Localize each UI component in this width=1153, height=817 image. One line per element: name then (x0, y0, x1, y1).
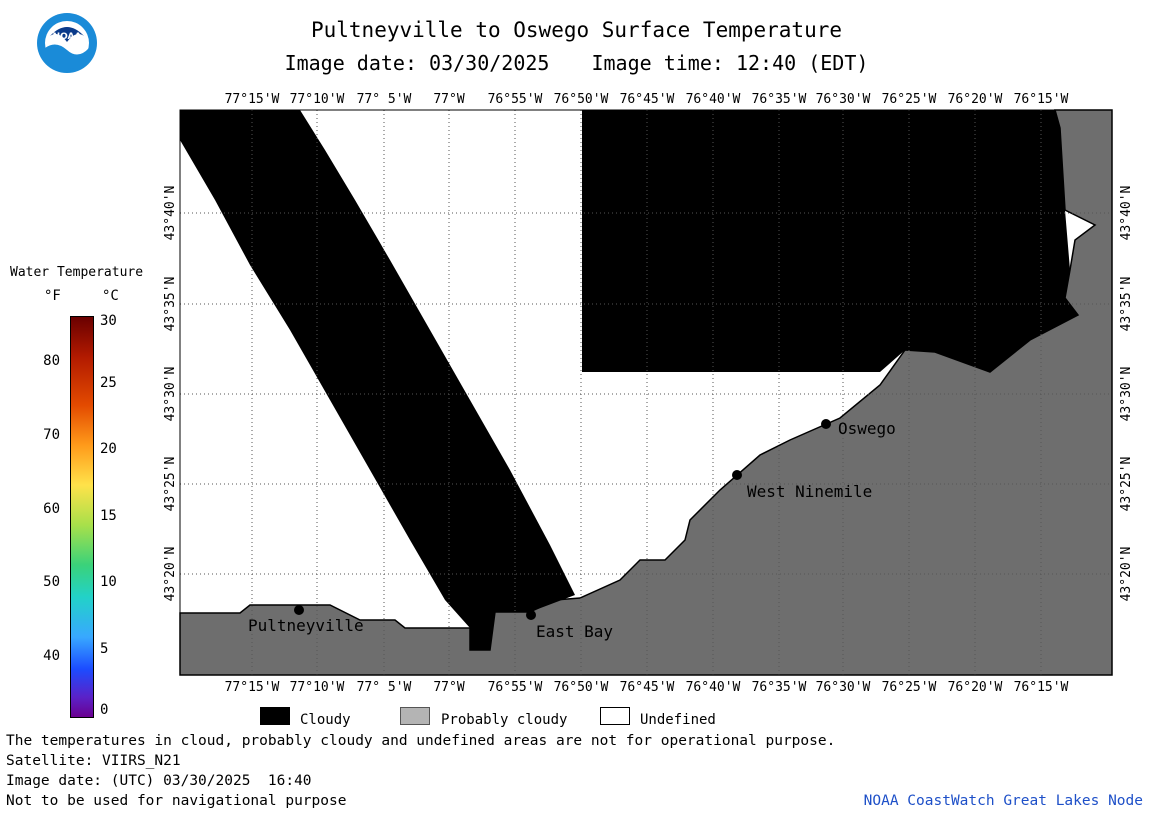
lon-label-top-0: 77°15'W (224, 92, 280, 107)
colorbar-c-tick-4: 10 (100, 574, 117, 590)
image-datetime: Image date: 03/30/2025 Image time: 12:40 … (0, 51, 1153, 75)
place-label-oswego: Oswego (838, 419, 896, 438)
lon-label-top-5: 76°50'W (553, 92, 609, 107)
lat-label-left-3: 43°25'N (163, 456, 178, 512)
image-time: Image time: 12:40 (EDT) (591, 51, 869, 75)
colorbar-f-tick-2: 60 (43, 501, 60, 517)
colorbar-f-tick-0: 80 (43, 353, 60, 369)
lon-label-bottom-8: 76°35'W (751, 680, 807, 695)
colorbar-f-tick-1: 70 (43, 427, 60, 443)
footer-image-date-utc: Image date: (UTC) 03/30/2025 16:40 (6, 773, 312, 789)
footer-satellite: Satellite: VIIRS_N21 (6, 753, 181, 769)
footer-credit: NOAA CoastWatch Great Lakes Node (863, 793, 1143, 809)
cloud-band (180, 110, 575, 650)
colorbar (70, 316, 94, 718)
footer-nav-warning: Not to be used for navigational purpose (6, 793, 347, 809)
lat-label-left-1: 43°35'N (163, 276, 178, 332)
lat-label-right-2: 43°30'N (1119, 366, 1134, 422)
colorbar-f-tick-3: 50 (43, 574, 60, 590)
unit-fahrenheit: °F (44, 288, 61, 304)
lat-label-left-4: 43°20'N (163, 546, 178, 602)
lon-label-top-3: 77°W (433, 92, 465, 107)
lon-label-bottom-6: 76°45'W (619, 680, 675, 695)
lat-label-left-2: 43°30'N (163, 366, 178, 422)
legend-swatch-cloudy (260, 707, 290, 725)
lon-label-bottom-0: 77°15'W (224, 680, 280, 695)
lon-label-top-12: 76°15'W (1013, 92, 1069, 107)
lon-label-bottom-9: 76°30'W (815, 680, 871, 695)
lon-label-top-2: 77° 5'W (356, 92, 412, 107)
place-label-east-bay: East Bay (536, 622, 614, 641)
lon-label-bottom-5: 76°50'W (553, 680, 609, 695)
lon-label-bottom-10: 76°25'W (881, 680, 937, 695)
colorbar-c-tick-6: 0 (100, 702, 109, 718)
lat-label-right-0: 43°40'N (1119, 185, 1134, 241)
colorbar-c-tick-3: 15 (100, 508, 117, 524)
cloud-block (582, 110, 1078, 372)
legend-label-cloudy: Cloudy (300, 712, 351, 728)
lat-label-right-3: 43°25'N (1119, 456, 1134, 512)
legend-swatch-undefined (600, 707, 630, 725)
map-frame (179, 109, 1113, 676)
marker-east-bay (526, 610, 536, 620)
colorbar-c-tick-1: 25 (100, 375, 117, 391)
marker-oswego (821, 419, 831, 429)
lon-label-bottom-12: 76°15'W (1013, 680, 1069, 695)
image-date: Image date: 03/30/2025 (284, 51, 550, 75)
lon-label-top-1: 77°10'W (289, 92, 345, 107)
lon-label-bottom-2: 77° 5'W (356, 680, 412, 695)
colorbar-c-tick-5: 5 (100, 641, 109, 657)
unit-celsius: °C (102, 288, 119, 304)
marker-pultneyville (294, 605, 304, 615)
marker-west-ninemile (732, 470, 742, 480)
lon-label-top-7: 76°40'W (685, 92, 741, 107)
lat-label-right-4: 43°20'N (1119, 546, 1134, 602)
lat-label-right-1: 43°35'N (1119, 276, 1134, 332)
lon-label-top-10: 76°25'W (881, 92, 937, 107)
logo-text: NOAA (52, 32, 82, 42)
colorbar-c-tick-2: 20 (100, 441, 117, 457)
lon-label-bottom-11: 76°20'W (947, 680, 1003, 695)
colorbar-title: Water Temperature (10, 265, 144, 280)
grid (180, 110, 1112, 675)
lon-label-bottom-4: 76°55'W (487, 680, 543, 695)
page-title: Pultneyville to Oswego Surface Temperatu… (310, 18, 842, 42)
colorbar-c-tick-0: 30 (100, 313, 117, 329)
place-label-west-ninemile: West Ninemile (747, 482, 873, 501)
lon-label-top-6: 76°45'W (619, 92, 675, 107)
lon-label-top-8: 76°35'W (751, 92, 807, 107)
lon-label-top-9: 76°30'W (815, 92, 871, 107)
place-label-pultneyville: Pultneyville (248, 616, 364, 635)
lon-label-top-4: 76°55'W (487, 92, 543, 107)
colorbar-f-tick-4: 40 (43, 648, 60, 664)
legend-label-probably-cloudy: Probably cloudy (441, 712, 568, 728)
legend-label-undefined: Undefined (640, 712, 716, 728)
lat-label-left-0: 43°40'N (163, 185, 178, 241)
lon-label-bottom-7: 76°40'W (685, 680, 741, 695)
footer-note: The temperatures in cloud, probably clou… (6, 733, 836, 749)
lon-label-bottom-3: 77°W (433, 680, 465, 695)
legend-swatch-probably-cloudy (400, 707, 430, 725)
lon-label-bottom-1: 77°10'W (289, 680, 345, 695)
lon-label-top-11: 76°20'W (947, 92, 1003, 107)
noaa-logo: NOAA (36, 12, 98, 74)
